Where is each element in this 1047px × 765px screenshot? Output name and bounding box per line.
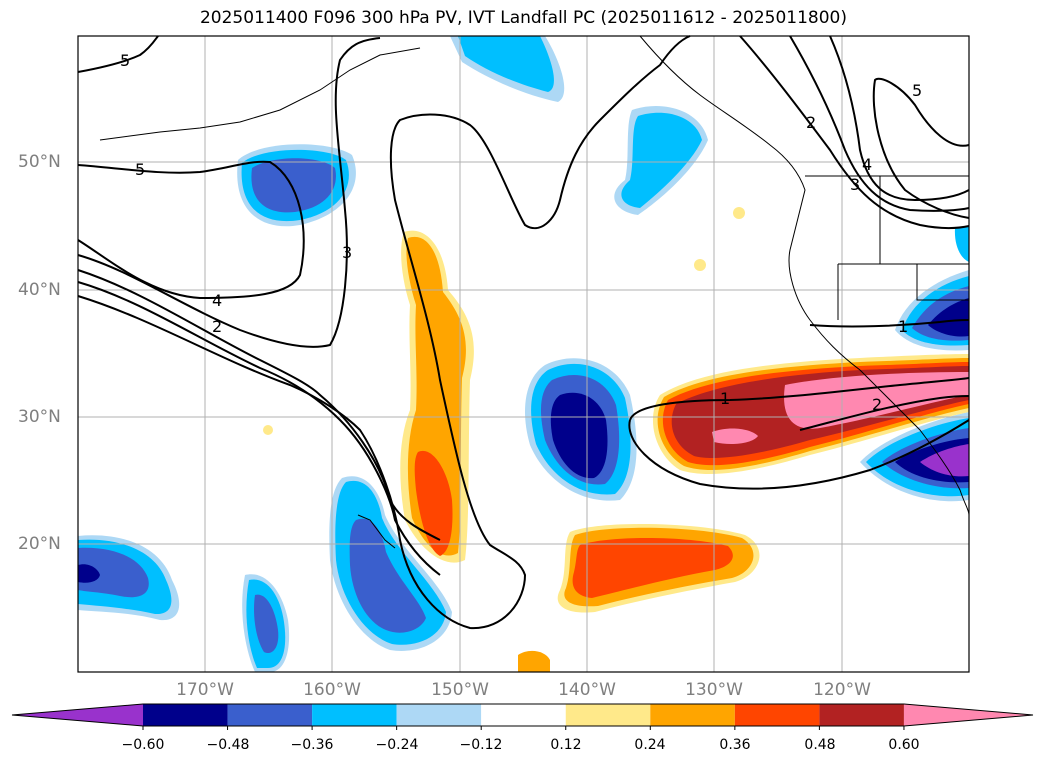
positive-shade: [784, 372, 969, 429]
colorbar-segment: [819, 704, 904, 726]
contour-label: 5: [912, 81, 922, 100]
colorbar-tick-label: −0.60: [121, 737, 165, 753]
map-title: 2025011400 F096 300 hPa PV, IVT Landfall…: [199, 8, 847, 28]
positive-shade: [733, 207, 745, 219]
lat-label: 50°N: [18, 152, 61, 172]
contour-label: 2: [806, 113, 816, 132]
colorbar-segments: [11, 703, 1034, 730]
negative-shade: [928, 298, 969, 337]
positive-shade: [518, 650, 550, 672]
colorbar-segment: [650, 704, 735, 726]
colorbar-segment: [396, 704, 482, 726]
colorbar-segment: [312, 704, 397, 726]
colorbar-segment: [481, 704, 566, 726]
contour-labels: 5 5 4 2 3 2 3 4 5 1 1 2: [120, 51, 922, 414]
colorbar-segment: [734, 704, 820, 726]
contour-label: 4: [212, 291, 222, 310]
negative-shade: [78, 547, 149, 598]
colorbar-segment: [565, 704, 651, 726]
negative-shade: [254, 594, 279, 654]
coastlines: [99, 35, 970, 549]
colorbar-tick-label: −0.12: [459, 737, 503, 753]
colorbar-tick-label: −0.48: [206, 737, 250, 753]
pv-contours: [77, 35, 970, 630]
lat-label: 40°N: [18, 280, 61, 300]
lon-label: 150°W: [431, 680, 489, 700]
positive-shade: [712, 428, 758, 444]
positive-shade: [263, 425, 273, 435]
contour-label: 5: [120, 51, 130, 70]
map-frame: [77, 35, 970, 673]
negative-shade: [251, 158, 336, 213]
colorbar-tick-label: 0.48: [804, 737, 836, 753]
colorbar-segment: [12, 704, 143, 726]
positive-shade: [694, 259, 706, 271]
contour-label: 5: [135, 160, 145, 179]
contour-label: 1: [720, 389, 730, 408]
lon-label: 140°W: [558, 680, 616, 700]
positive-shade: [414, 450, 453, 556]
colorbar-tick-label: 0.24: [634, 737, 666, 753]
colorbar-tick-label: 0.60: [888, 737, 920, 753]
lat-label: 30°N: [18, 407, 61, 427]
lon-label: 130°W: [685, 680, 743, 700]
lon-label: 160°W: [303, 680, 361, 700]
contour-label: 3: [850, 175, 860, 194]
negative-shade: [920, 444, 969, 477]
negative-shade: [621, 112, 702, 208]
lon-label: 120°W: [813, 680, 871, 700]
colorbar-segment: [143, 704, 228, 726]
colorbar-segment: [903, 704, 1033, 726]
negative-shade: [550, 392, 608, 479]
shading-layer: [78, 36, 969, 672]
graticule: [78, 36, 969, 672]
colorbar-segment: [227, 704, 313, 726]
negative-shade: [954, 226, 969, 262]
colorbar-tick-label: 0.36: [719, 737, 751, 753]
contour-label: 4: [862, 155, 872, 174]
contour-label: 3: [342, 243, 352, 262]
colorbar-tick-label: −0.24: [375, 737, 419, 753]
contour-label: 2: [872, 395, 882, 414]
negative-shade: [458, 36, 554, 92]
colorbar-tick-label: −0.36: [290, 737, 334, 753]
negative-shade: [349, 518, 426, 633]
negative-shade: [78, 564, 100, 583]
contour-label: 1: [898, 317, 908, 336]
lon-label: 170°W: [176, 680, 234, 700]
positive-shade: [572, 537, 733, 598]
colorbar-tick-label: 0.12: [550, 737, 582, 753]
contour-label: 2: [212, 317, 222, 336]
lat-label: 20°N: [18, 534, 61, 554]
